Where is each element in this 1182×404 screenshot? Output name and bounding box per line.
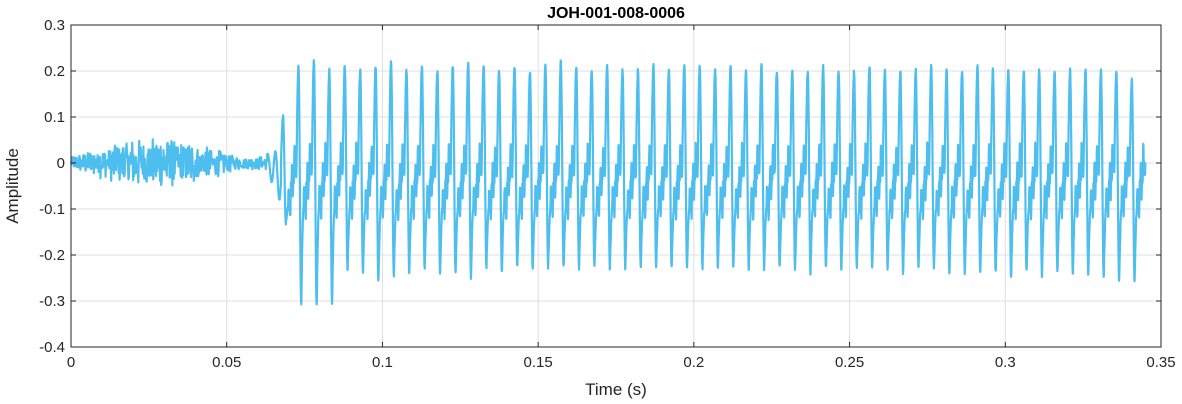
signal-line xyxy=(69,59,1147,306)
y-tick-label: -0.4 xyxy=(39,339,65,356)
x-tick-label: 0.2 xyxy=(683,354,704,371)
x-tick-label: 0.05 xyxy=(212,354,241,371)
y-tick-label: -0.1 xyxy=(39,201,65,218)
plot-frame xyxy=(70,24,1162,348)
x-tick-label: 0 xyxy=(67,354,75,371)
x-tick-label: 0.3 xyxy=(995,354,1016,371)
chart-title: JOH-001-008-0006 xyxy=(547,5,685,22)
y-tick-label: 0 xyxy=(57,155,65,172)
x-tick-label: 0.35 xyxy=(1146,354,1175,371)
y-tick-label: 0.2 xyxy=(44,63,65,80)
y-tick-label: 0.3 xyxy=(44,17,65,34)
x-axis-ticks: 0 0.05 0.1 0.15 0.2 0.25 0.3 0.35 xyxy=(67,25,1176,371)
x-tick-label: 0.1 xyxy=(372,354,393,371)
x-tick-label: 0.25 xyxy=(835,354,864,371)
y-tick-label: -0.2 xyxy=(39,247,65,264)
x-axis-label: Time (s) xyxy=(585,380,647,399)
y-tick-label: 0.1 xyxy=(44,109,65,126)
y-axis-label: Amplitude xyxy=(3,148,22,224)
y-axis-ticks: -0.4 -0.3 -0.2 -0.1 0 0.1 0.2 0.3 xyxy=(39,17,1161,356)
y-tick-label: -0.3 xyxy=(39,293,65,310)
x-tick-label: 0.15 xyxy=(524,354,553,371)
